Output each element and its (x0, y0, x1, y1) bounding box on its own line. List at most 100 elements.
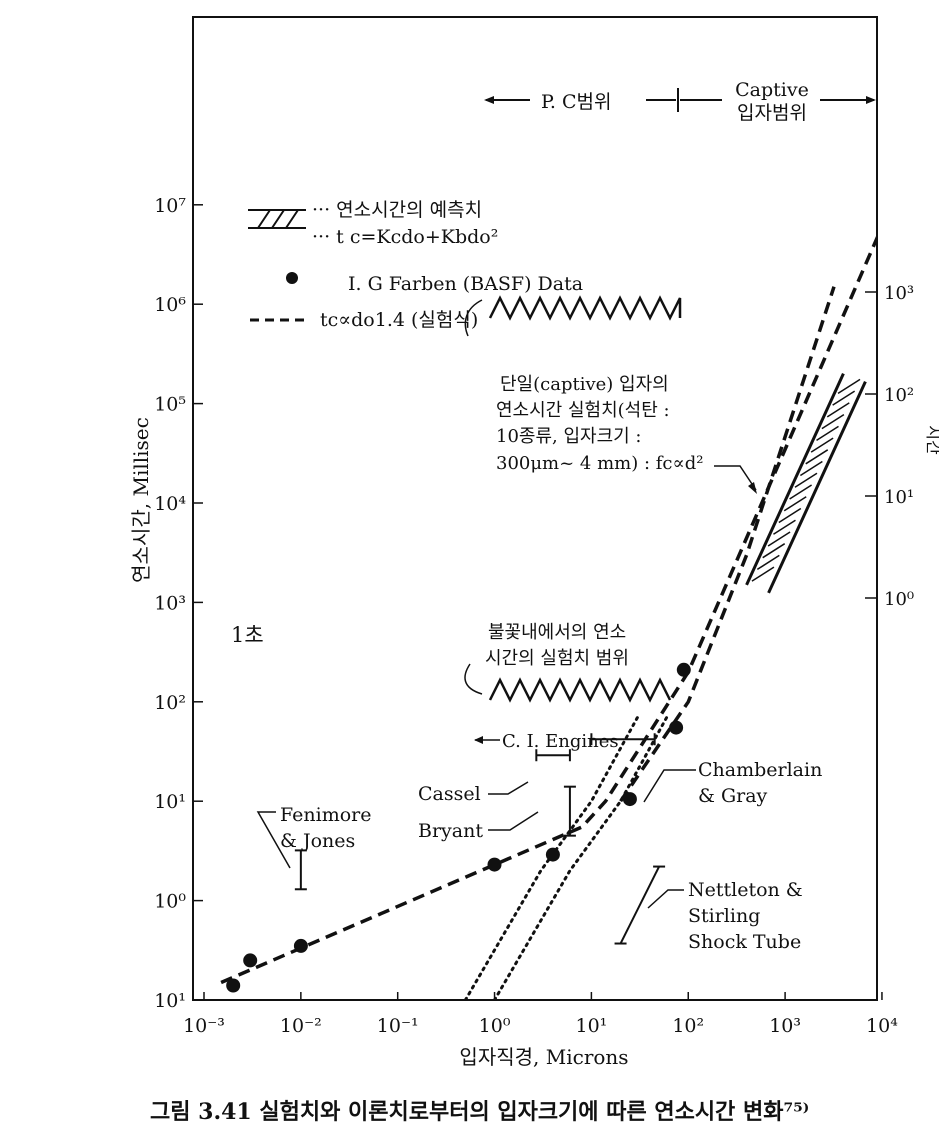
single-particle-note-2: 연소시간 실험치(석탄 : (496, 400, 670, 421)
legend: ··· 연소시간의 예측치 ··· t c=Kcdo+Kbdo² I. G Fa… (248, 199, 583, 331)
nettleton-arrow (647, 889, 684, 909)
data-point (669, 720, 684, 735)
chamberlain-arrow (643, 769, 696, 803)
captive-band-hatch (751, 566, 775, 582)
right-axis-label: 시간 (924, 425, 939, 455)
ci-engines-label: C. I. Engines (502, 731, 619, 752)
chart-svg: 10⁻³ 10⁻² 10⁻¹ 10⁰ 10¹ 10² 10³ 10⁴ 10¹ 10⁰ 10¹ 10²… (129, 16, 939, 1069)
legend-data-label: I. G Farben (BASF) Data (348, 273, 583, 295)
flame-note-2: 시간의 실험치 범위 (485, 648, 629, 669)
captive-band-hatch (773, 519, 796, 535)
y-tick-label: 10¹ (154, 791, 186, 813)
flame-range-upper-zigzag (488, 295, 682, 321)
flame-note-1: 불꽃내에서의 연소 (488, 622, 626, 643)
right-tick-label: 10² (884, 385, 914, 406)
y-tick-label: 10⁶ (154, 294, 186, 316)
x-tick-label: 10³ (769, 1015, 801, 1037)
single-particle-note-3: 10종류, 입자크기 : (496, 426, 642, 447)
plot-frame (192, 16, 878, 1001)
pc-range-label: P. C범위 (541, 91, 612, 113)
range-bar-diagonal (619, 866, 660, 944)
captive-band-hatch (762, 543, 786, 559)
flame-arrow-lower (464, 663, 483, 695)
captive-band-right-edge (767, 381, 867, 594)
y-tick-label: 10⁰ (154, 891, 186, 913)
flame-arrow-upper (464, 299, 483, 337)
captive-band-hatch (821, 413, 845, 430)
data-point (622, 792, 637, 807)
empirical-dashed-line (220, 233, 877, 985)
fenimore-label-2: & Jones (280, 830, 355, 852)
captive-label-1: Captive (735, 79, 809, 101)
captive-band-hatch (756, 554, 780, 571)
cassel-arrow (488, 781, 529, 795)
captive-label-2: 입자범위 (737, 102, 807, 124)
y-tick-label: 10² (154, 692, 186, 714)
legend-empirical-label: tc∝do1.4 (실험식) (320, 309, 478, 331)
captive-band-hatch (789, 484, 813, 500)
single-particle-note-1: 단일(captive) 입자의 (500, 374, 669, 395)
x-tick-label: 10⁰ (479, 1015, 511, 1037)
bryant-arrow (488, 811, 539, 831)
x-tick-label: 10⁻³ (183, 1015, 225, 1037)
y-tick-label: 10⁷ (154, 195, 186, 217)
data-point (676, 662, 691, 677)
data-point (545, 847, 560, 862)
captive-band-hatch (767, 531, 791, 547)
right-axis: 10⁰ 10¹ 10² 10³ (865, 283, 914, 610)
legend-hatch-swatch (248, 209, 306, 229)
nettleton-label-2: Stirling (688, 905, 760, 927)
captive-band-hatch (778, 507, 802, 524)
x-axis: 10⁻³ 10⁻² 10⁻¹ 10⁰ 10¹ 10² 10³ 10⁴ (183, 992, 898, 1037)
y-tick-label: 10³ (154, 592, 186, 614)
x-tick-label: 10¹ (576, 1015, 608, 1037)
x-axis-label: 입자직경, Microns (459, 1045, 628, 1069)
x-tick-label: 10⁻¹ (377, 1015, 419, 1037)
x-tick-label: 10⁴ (866, 1015, 898, 1037)
single-particle-note-4: 300μm~ 4 mm) : fc∝d² (496, 453, 703, 474)
x-tick-label: 10² (672, 1015, 704, 1037)
data-point (487, 857, 502, 872)
bryant-label: Bryant (418, 820, 483, 842)
legend-predicted-label: ··· 연소시간의 예측치 (312, 199, 482, 221)
captive-band-hatch (832, 390, 856, 406)
right-tick-label: 10⁰ (884, 589, 914, 610)
captive-band-hatch (826, 402, 850, 418)
one-second-label: 1초 (231, 623, 264, 647)
captive-band-hatch (794, 472, 818, 488)
empirical-dashed-line-lower (619, 286, 836, 803)
y-axis-label: 연소시간, Millisec (129, 417, 153, 583)
data-point (243, 953, 258, 968)
dotted-curve-right (493, 715, 669, 1000)
single-particle-arrowhead (748, 482, 757, 494)
captive-band-hatch (837, 378, 861, 395)
range-indicators: P. C범위 Captive 입자범위 (484, 79, 876, 124)
nettleton-label-1: Nettleton & (688, 879, 803, 901)
curves (220, 233, 877, 1000)
captive-band-hatch (783, 496, 807, 512)
captive-band-hatch (810, 437, 834, 453)
flame-range-lower-zigzag (488, 677, 672, 703)
y-axis: 10¹ 10⁰ 10¹ 10² 10³ 10⁴ 10⁵ 10⁶ 10⁷ (154, 195, 203, 1012)
y-tick-label: 10¹ (154, 990, 186, 1012)
fenimore-label-1: Fenimore (280, 804, 371, 826)
data-point (293, 938, 308, 953)
legend-formula-label: ··· t c=Kcdo+Kbdo² (312, 226, 498, 248)
nettleton-label-3: Shock Tube (688, 931, 801, 953)
chamberlain-label-2: & Gray (698, 785, 768, 807)
y-tick-label: 10⁵ (154, 394, 186, 416)
data-point (226, 978, 241, 993)
ci-engines-arrowhead (474, 736, 483, 744)
right-tick-label: 10¹ (884, 487, 914, 508)
captive-band-hatch (799, 460, 823, 477)
fenimore-arrow (256, 811, 291, 869)
captive-band-hatch (805, 449, 829, 465)
range-bars (294, 733, 666, 945)
captive-band-hatch (816, 425, 839, 441)
figure-caption: 그림 3.41 실험치와 이론치로부터의 입자크기에 따른 연소시간 변화⁷⁵⁾ (150, 1099, 810, 1125)
cassel-label: Cassel (418, 783, 481, 805)
captive-band-left-edge (745, 373, 845, 586)
chamberlain-label-1: Chamberlain (698, 759, 822, 781)
right-tick-label: 10³ (884, 283, 914, 304)
y-tick-label: 10⁴ (154, 493, 186, 515)
